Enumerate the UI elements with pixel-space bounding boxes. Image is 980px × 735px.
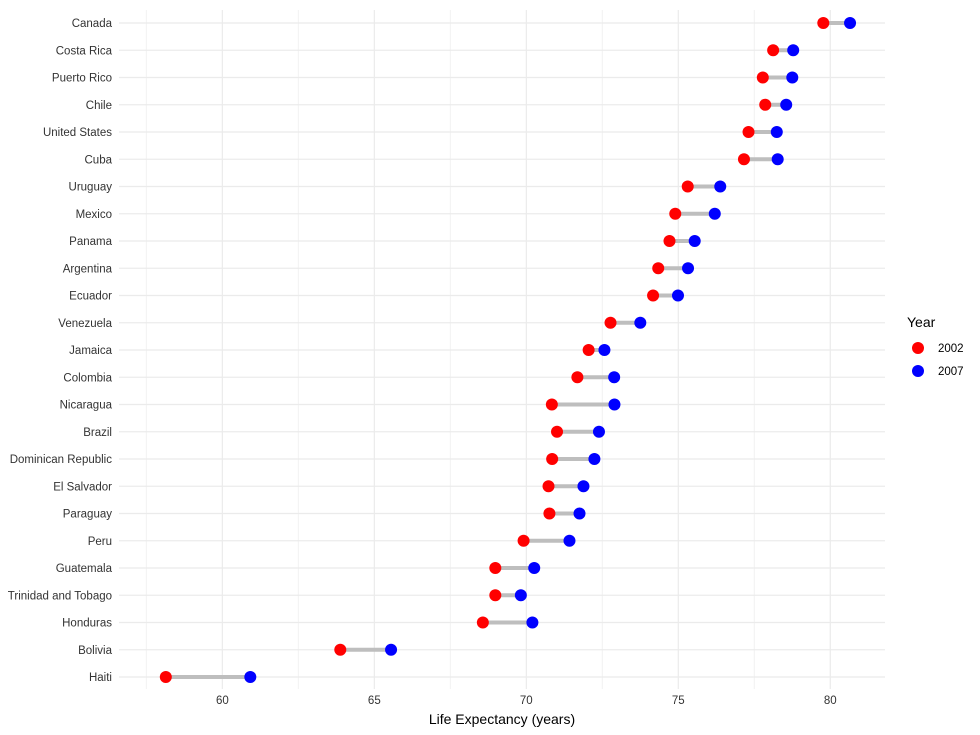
point-2002 — [551, 425, 564, 438]
point-2002 — [489, 562, 502, 574]
point-2002 — [663, 235, 676, 247]
point-2007 — [588, 453, 601, 465]
point-2007 — [771, 153, 784, 166]
point-2007 — [786, 71, 799, 84]
legend-key-2007 — [912, 365, 924, 377]
point-2007 — [714, 180, 727, 193]
point-2002 — [159, 671, 172, 683]
country-label: Uruguay — [69, 182, 113, 194]
legend-label-2007: 2007 — [938, 366, 964, 378]
point-2007 — [608, 398, 621, 411]
country-label: Ecuador — [69, 291, 112, 303]
point-2002 — [542, 480, 555, 493]
point-2002 — [742, 126, 755, 138]
point-2002 — [817, 17, 830, 29]
country-label: Honduras — [62, 618, 112, 630]
country-label: Paraguay — [63, 509, 112, 521]
country-label: Canada — [72, 18, 113, 30]
point-2007 — [682, 262, 695, 275]
point-2007 — [592, 425, 605, 438]
point-2002 — [571, 371, 584, 384]
country-label: Chile — [86, 100, 112, 112]
point-2007 — [671, 289, 684, 302]
x-axis-labels: 60 65 70 75 80 — [216, 695, 837, 707]
point-2007 — [563, 534, 576, 547]
point-2007 — [526, 616, 539, 629]
country-label: Cuba — [85, 154, 113, 166]
country-label: El Salvador — [53, 481, 112, 493]
country-label: Puerto Rico — [52, 73, 112, 85]
x-tick-label: 75 — [672, 695, 685, 707]
x-axis-title: Life Expectancy (years) — [429, 711, 575, 727]
x-tick-label: 70 — [520, 695, 533, 707]
point-2002 — [545, 398, 558, 411]
country-label: Costa Rica — [56, 45, 113, 57]
point-2002 — [756, 71, 769, 84]
point-2002 — [669, 207, 682, 220]
legend: Year 2002 2007 — [907, 314, 964, 378]
country-label: Argentina — [63, 263, 113, 275]
point-2002 — [652, 262, 665, 275]
point-2007 — [770, 126, 783, 138]
country-label: Dominican Republic — [10, 454, 113, 466]
country-label: Jamaica — [69, 345, 112, 357]
legend-label-2002: 2002 — [938, 343, 964, 355]
point-2007 — [708, 207, 721, 220]
country-label: Colombia — [63, 372, 112, 384]
y-axis-labels: Canada Costa Rica Puerto Rico Chile United S… — [8, 18, 113, 684]
point-2002 — [517, 534, 530, 547]
point-2002 — [334, 643, 347, 656]
point-2007 — [514, 589, 527, 602]
country-label: Haiti — [89, 672, 112, 684]
points — [159, 17, 857, 683]
point-2007 — [385, 643, 398, 656]
grid — [119, 10, 885, 689]
country-label: Mexico — [76, 209, 112, 221]
point-2002 — [582, 344, 595, 356]
point-2002 — [489, 589, 502, 602]
point-2002 — [543, 507, 556, 520]
x-tick-label: 60 — [216, 695, 229, 707]
point-2007 — [780, 98, 793, 111]
x-tick-label: 65 — [368, 695, 381, 707]
point-2002 — [737, 153, 750, 166]
point-2007 — [608, 371, 621, 384]
legend-key-2002 — [912, 342, 924, 354]
country-label: Venezuela — [58, 318, 112, 330]
point-2007 — [598, 344, 611, 356]
point-2002 — [759, 98, 772, 111]
point-2007 — [844, 17, 857, 29]
x-tick-label: 80 — [824, 695, 837, 707]
point-2007 — [787, 44, 800, 57]
point-2007 — [528, 562, 541, 574]
country-label: Nicaragua — [60, 400, 113, 412]
point-2002 — [604, 316, 617, 329]
point-2002 — [681, 180, 694, 193]
country-label: Bolivia — [78, 645, 112, 657]
point-2007 — [244, 671, 257, 683]
point-2007 — [634, 316, 647, 329]
country-label: Trinidad and Tobago — [8, 590, 112, 602]
legend-title: Year — [907, 314, 936, 330]
point-2002 — [546, 453, 559, 465]
point-2007 — [688, 235, 701, 247]
point-2002 — [767, 44, 780, 57]
country-label: Brazil — [83, 427, 112, 439]
point-2007 — [573, 507, 586, 520]
country-label: United States — [43, 127, 112, 139]
point-2002 — [647, 289, 660, 302]
country-label: Peru — [88, 536, 112, 548]
country-label: Panama — [69, 236, 112, 248]
point-2002 — [476, 616, 489, 629]
country-label: Guatemala — [56, 563, 113, 575]
point-2007 — [577, 480, 590, 493]
